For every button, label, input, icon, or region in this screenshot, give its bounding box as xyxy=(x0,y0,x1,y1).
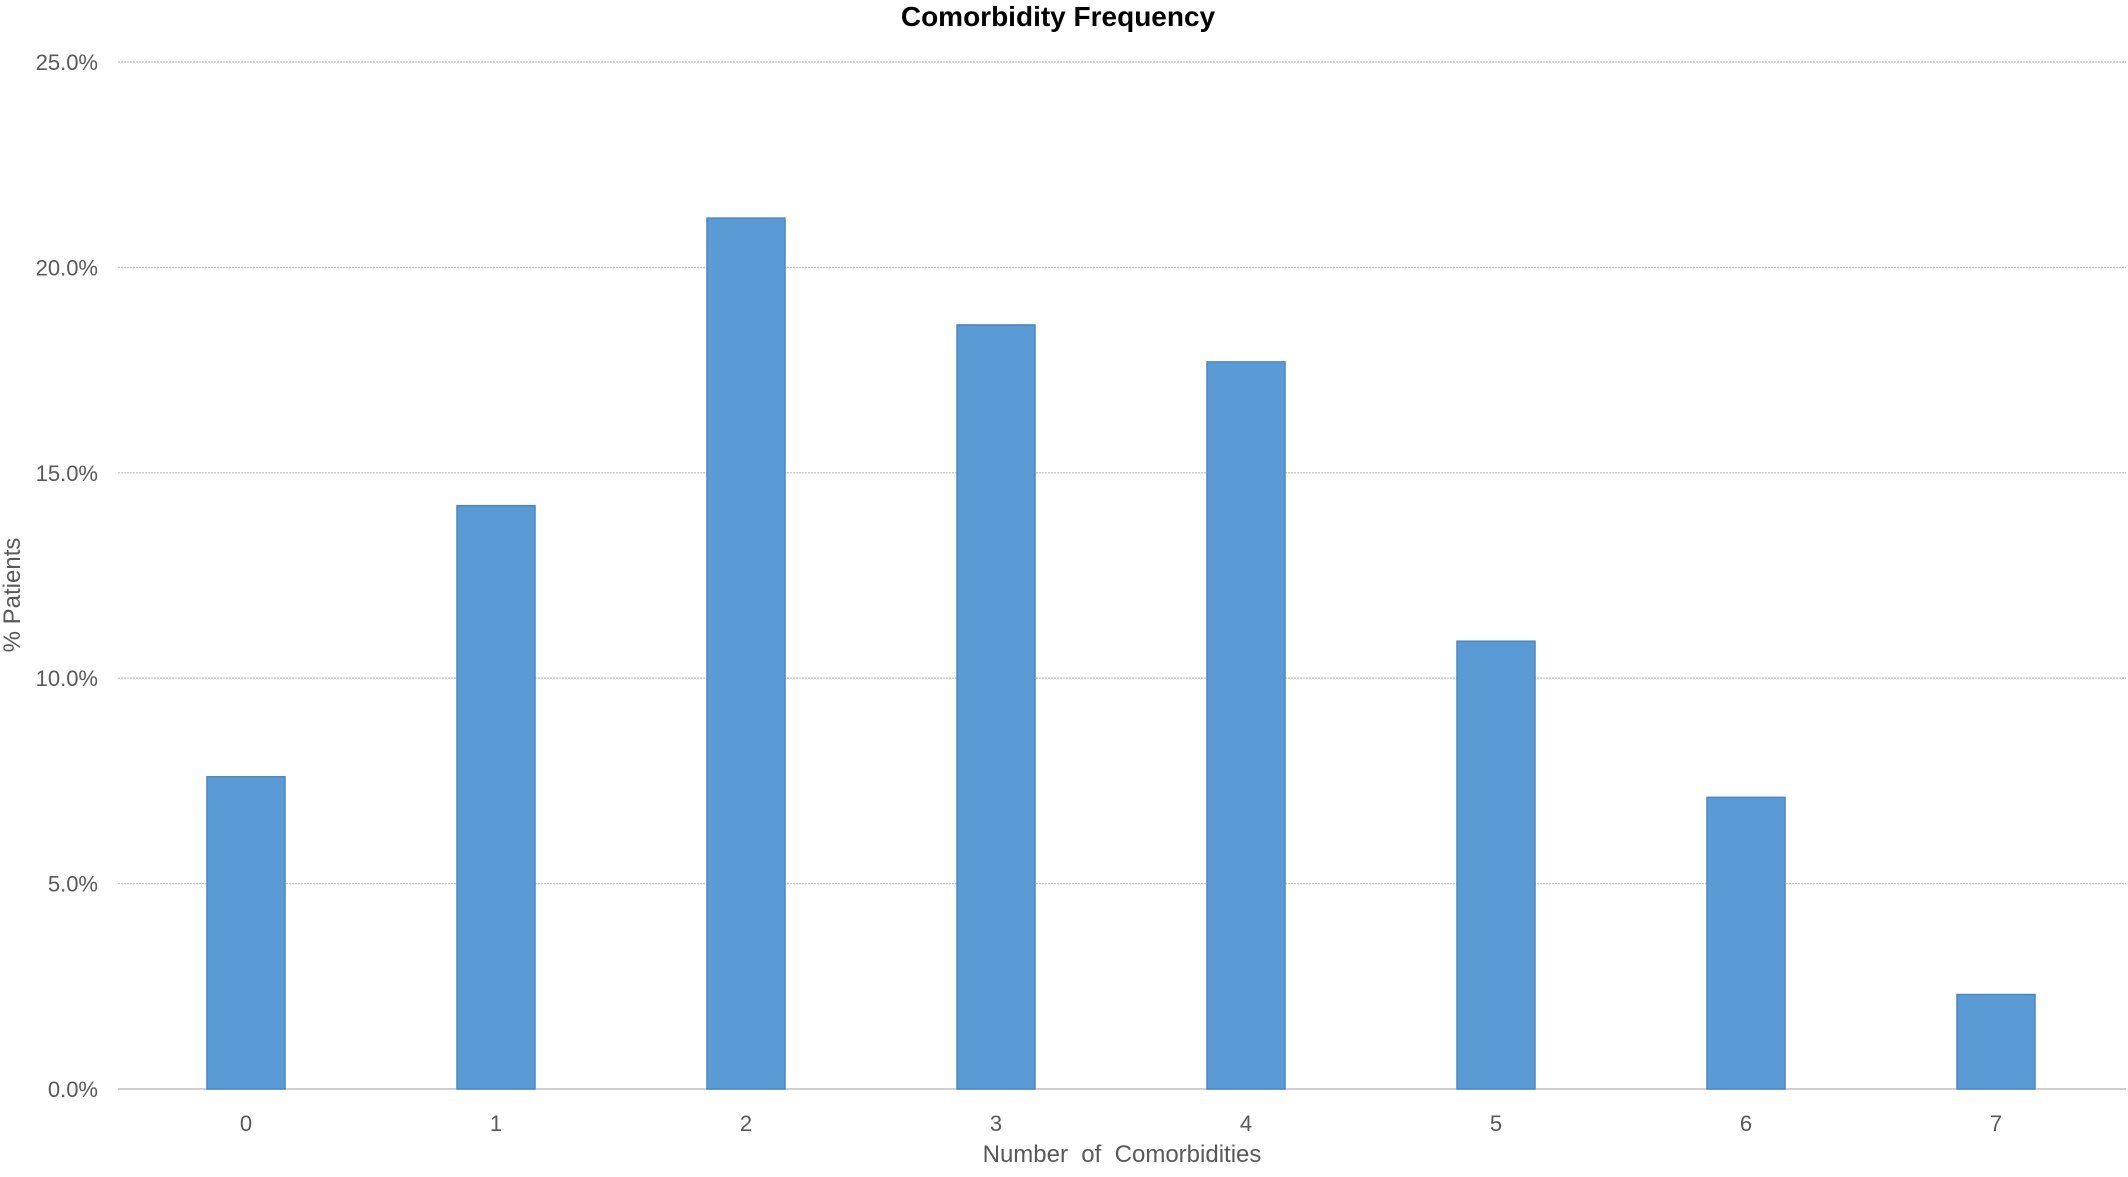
bar-3 xyxy=(956,324,1036,1090)
y-tick-label: 15.0% xyxy=(36,461,98,486)
bar-0 xyxy=(206,776,286,1090)
y-tick-label: 0.0% xyxy=(48,1077,98,1102)
bar-7 xyxy=(1956,993,2036,1090)
y-tick-label: 5.0% xyxy=(48,872,98,897)
bars xyxy=(206,217,2036,1090)
y-tick-label: 25.0% xyxy=(36,50,98,75)
bar-6 xyxy=(1706,796,1786,1090)
x-tick-label: 6 xyxy=(1740,1111,1752,1136)
x-axis-title: Number of Comorbidities xyxy=(983,1141,1262,1168)
x-axis-tick-labels: 0 1 2 3 4 5 6 7 xyxy=(240,1111,2002,1136)
x-tick-label: 1 xyxy=(490,1111,502,1136)
y-axis-title: % Patients xyxy=(0,538,26,653)
x-tick-label: 3 xyxy=(990,1111,1002,1136)
bar-5 xyxy=(1456,640,1536,1090)
bar-4 xyxy=(1206,361,1286,1090)
y-tick-label: 10.0% xyxy=(36,666,98,691)
x-tick-label: 5 xyxy=(1490,1111,1502,1136)
bar-1 xyxy=(456,504,536,1090)
bar-2 xyxy=(706,217,786,1090)
x-tick-label: 7 xyxy=(1990,1111,2002,1136)
y-tick-label: 20.0% xyxy=(36,255,98,280)
x-tick-label: 4 xyxy=(1240,1111,1252,1136)
x-tick-label: 2 xyxy=(740,1111,752,1136)
chart-title: Comorbidity Frequency xyxy=(901,1,1216,32)
x-tick-label: 0 xyxy=(240,1111,252,1136)
gridlines xyxy=(118,61,2126,1090)
y-axis-tick-labels: 0.0% 5.0% 10.0% 15.0% 20.0% 25.0% xyxy=(36,50,98,1102)
